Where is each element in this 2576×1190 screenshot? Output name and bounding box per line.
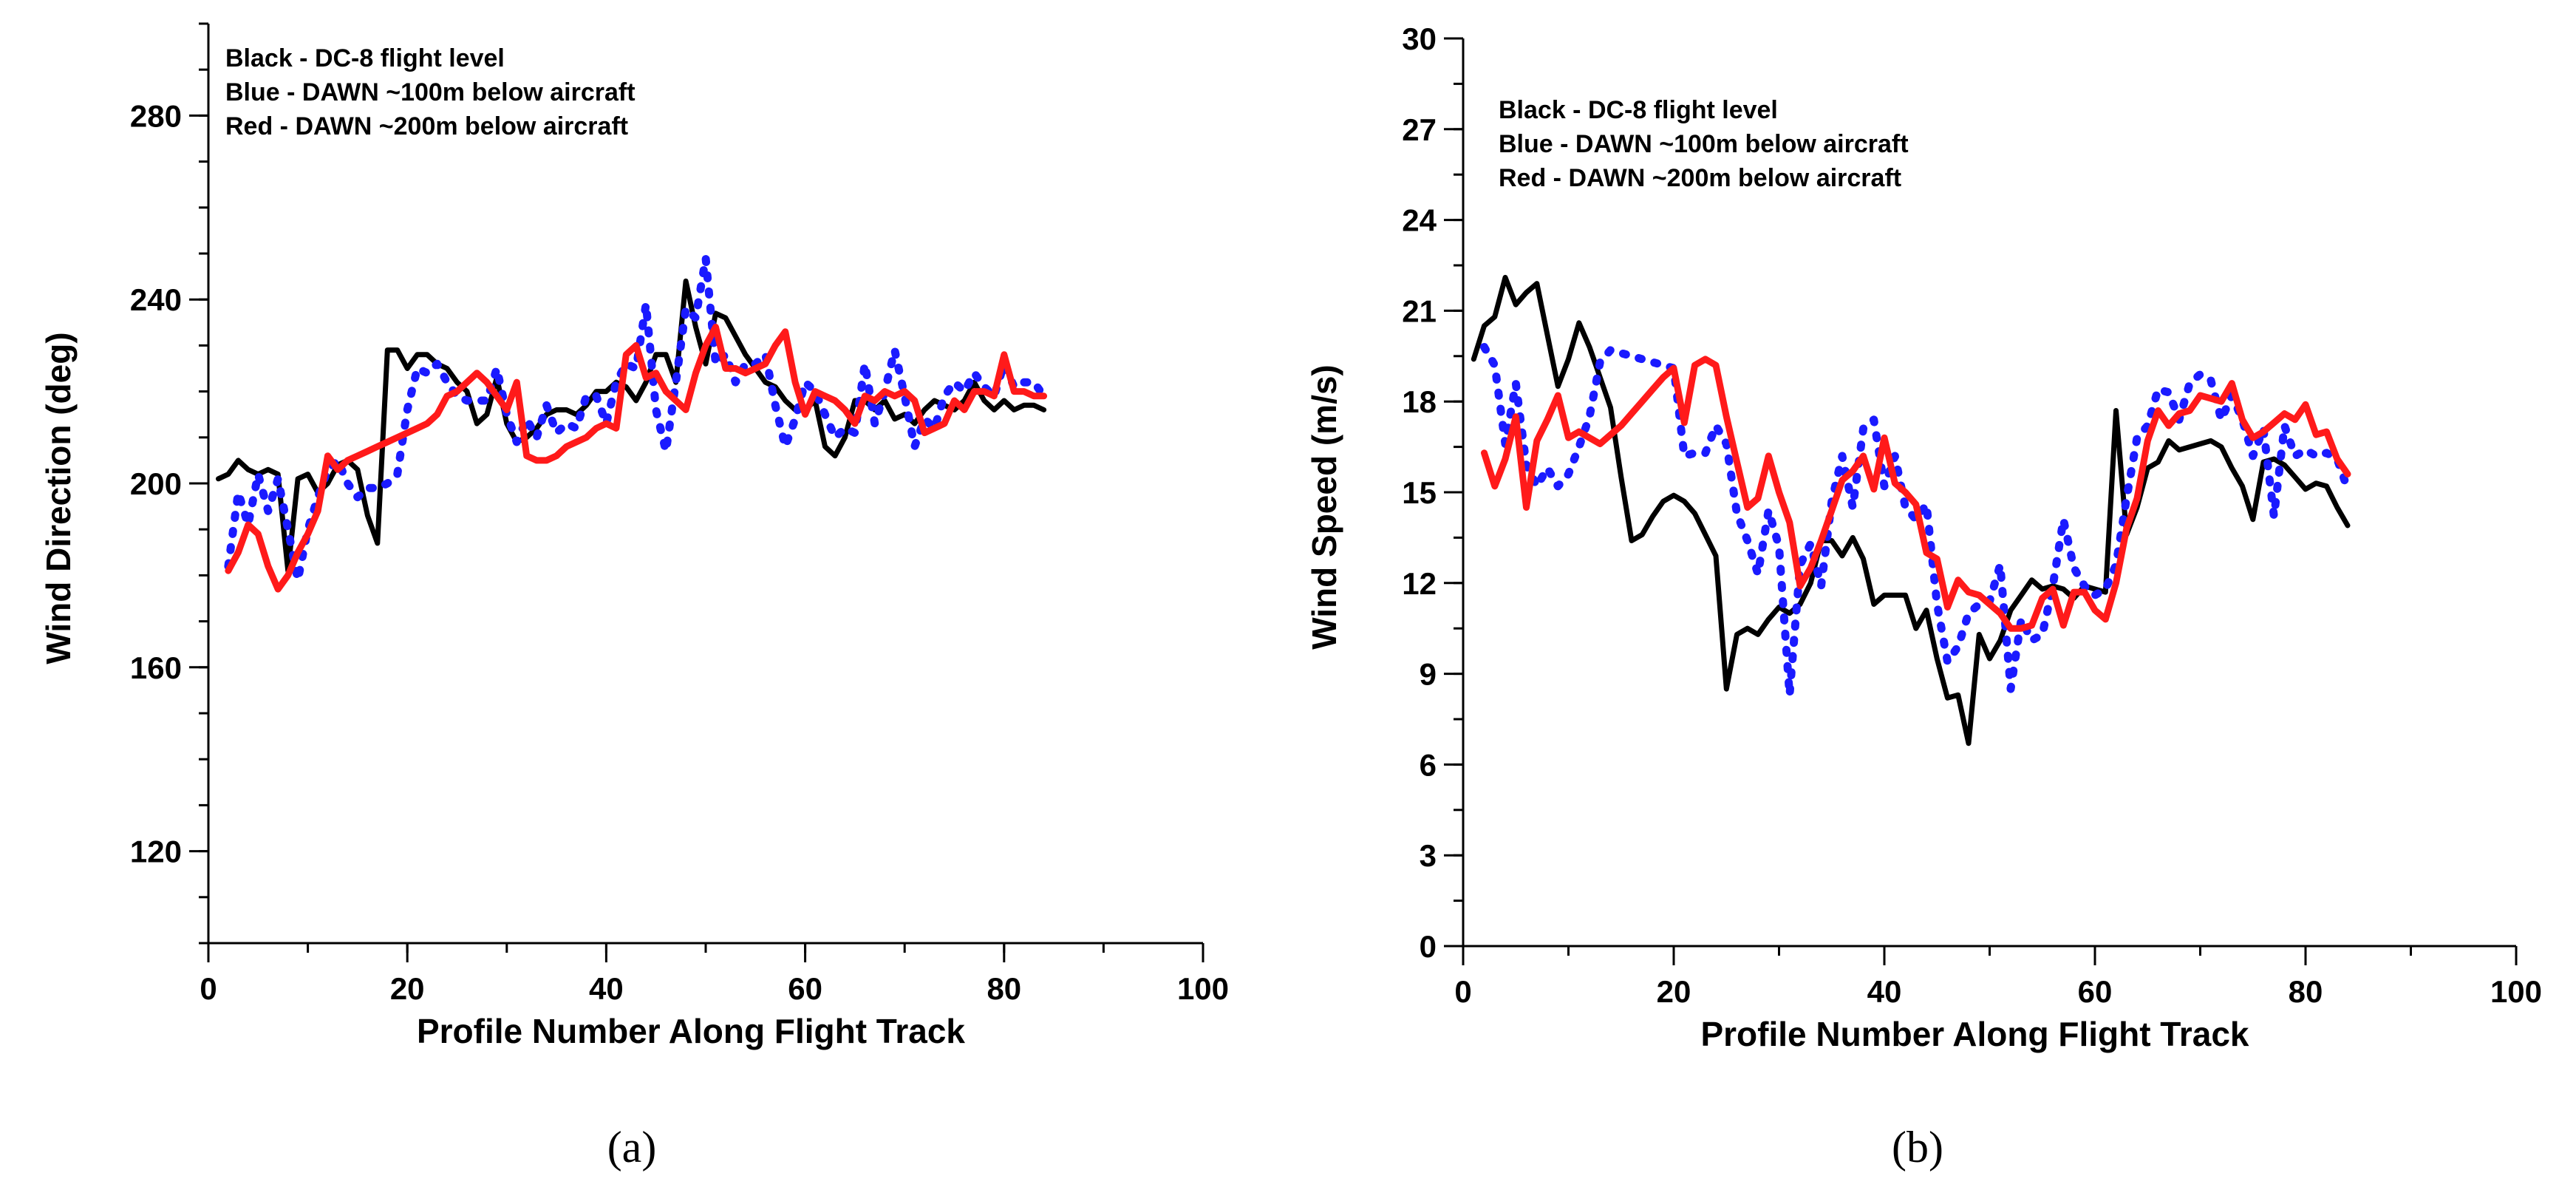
x-tick-label: 0 <box>1454 974 1471 1009</box>
x-tick-label: 80 <box>987 971 1021 1006</box>
x-tick-label: 100 <box>2490 974 2542 1009</box>
legend-entry: Black - DC-8 flight level <box>225 44 505 72</box>
x-tick-label: 20 <box>1657 974 1691 1009</box>
red-series-line <box>225 324 1048 593</box>
red-series-line <box>1481 356 2351 632</box>
x-axis-title: Profile Number Along Flight Track <box>417 1012 965 1050</box>
legend-entry: Blue - DAWN ~100m below aircraft <box>1499 130 1909 158</box>
y-axis-title: Wind Direction (deg) <box>39 332 78 664</box>
x-tick-label: 60 <box>2078 974 2113 1009</box>
y-tick-label: 21 <box>1402 293 1437 328</box>
x-tick-label: 40 <box>589 971 624 1006</box>
panel-label: (a) <box>607 1123 657 1172</box>
panel-b-wind-speed-chart: 0 3 6 9 12 15 18 21 24 27 30 0 20 40 60 80 100 Profile Nu… <box>1305 21 2542 1172</box>
y-tick-label: 120 <box>130 834 182 869</box>
x-axis-title: Profile Number Along Flight Track <box>1700 1015 2249 1053</box>
x-tick-label: 60 <box>788 971 822 1006</box>
y-tick-label: 18 <box>1402 384 1437 419</box>
y-tick-label: 30 <box>1402 21 1437 56</box>
black-series-line <box>1471 274 2351 747</box>
y-tick-label: 240 <box>130 282 182 317</box>
legend-entry: Red - DAWN ~200m below aircraft <box>225 112 628 140</box>
y-tick-label: 200 <box>130 466 182 501</box>
x-tick-label: 20 <box>390 971 425 1006</box>
y-tick-label: 280 <box>130 98 182 133</box>
y-tick-label: 15 <box>1402 475 1437 510</box>
legend-entry: Blue - DAWN ~100m below aircraft <box>225 78 636 106</box>
y-tick-label: 12 <box>1402 566 1437 601</box>
legend-entry: Black - DC-8 flight level <box>1499 96 1778 124</box>
x-tick-label: 100 <box>1177 971 1229 1006</box>
panel-label: (b) <box>1892 1123 1943 1172</box>
x-tick-label: 40 <box>1867 974 1902 1009</box>
y-tick-label: 24 <box>1402 203 1437 238</box>
blue-series-line <box>224 254 1049 585</box>
y-tick-label: 6 <box>1420 747 1437 782</box>
x-tick-label: 0 <box>200 971 217 1006</box>
y-tick-label: 9 <box>1420 657 1437 692</box>
y-tick-label: 27 <box>1402 112 1437 147</box>
x-tick-label: 80 <box>2289 974 2323 1009</box>
y-tick-label: 160 <box>130 650 182 685</box>
y-axis-title: Wind Speed (m/s) <box>1305 364 1343 650</box>
y-tick-label: 0 <box>1420 929 1437 964</box>
y-tick-label: 3 <box>1420 838 1437 873</box>
panel-a-wind-direction-chart: 120 160 200 240 280 0 20 40 60 80 100 Profile Numbe… <box>39 22 1229 1172</box>
legend-entry: Red - DAWN ~200m below aircraft <box>1499 164 1901 192</box>
